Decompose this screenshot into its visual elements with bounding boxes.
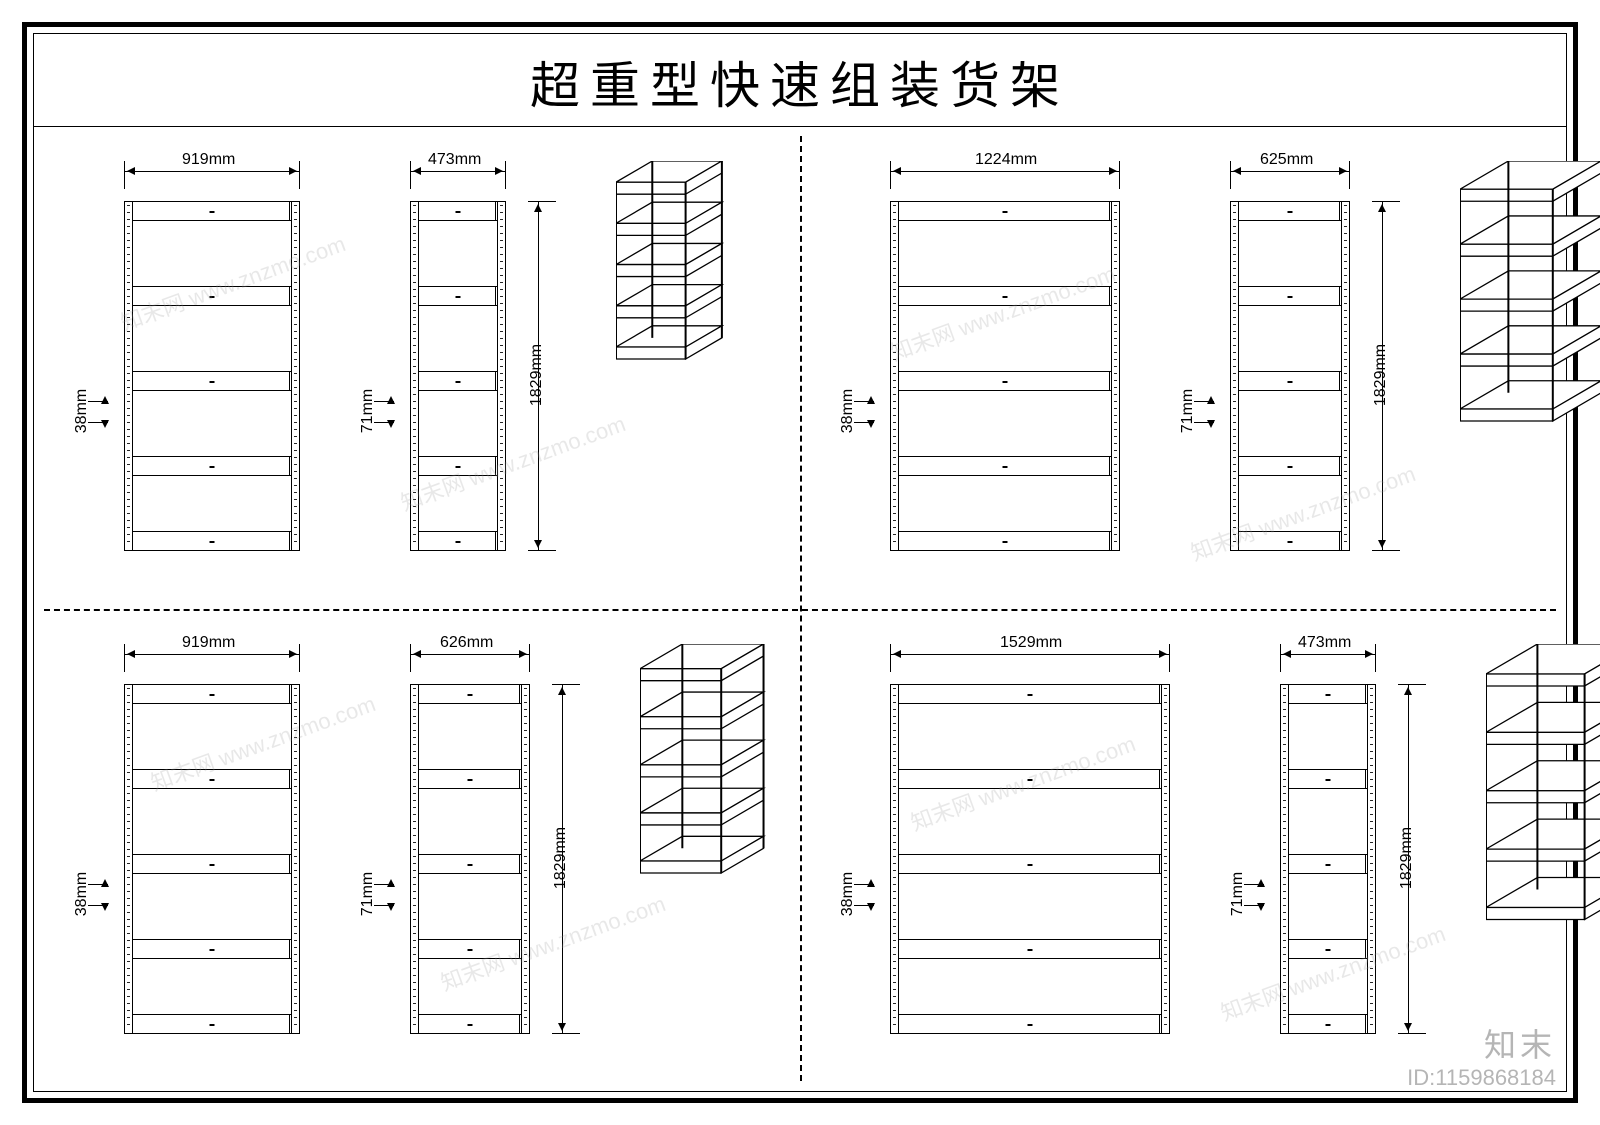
post-right [1367,684,1376,1034]
dimension-horizontal [124,654,300,655]
dimension-label: 473mm [428,151,481,169]
post-right [1111,201,1120,551]
dimension-label: 38mm [839,871,857,915]
dimension-label: 71mm [1179,389,1197,433]
content-area: 919mm 38mm 473mm 71mm 1829mm [34,126,1566,1091]
iso-view [616,161,724,363]
panel-bl: 919mm 38mm 626mm 71mm 1829mm [34,609,800,1092]
dimension-label: 1224mm [975,151,1037,169]
dimension-horizontal [124,171,300,172]
dimension-horizontal [1280,654,1376,655]
post-right [291,684,300,1034]
post-right [497,201,506,551]
dimension-horizontal [1230,171,1350,172]
dimension-label: 919mm [182,634,235,652]
side-elevation [410,201,506,551]
post-right [1341,201,1350,551]
post-right [1161,684,1170,1034]
dimension-label: 1829mm [1398,826,1416,888]
dimension-label: 919mm [182,151,235,169]
front-elevation [890,684,1170,1034]
side-elevation [410,684,530,1034]
dimension-horizontal [890,654,1170,655]
outer-frame: 超重型快速组装货架 919mm 38mm 473mm 71mm 1829mm [22,22,1578,1103]
side-elevation [1280,684,1376,1034]
iso-shelf-icon [1486,644,1600,924]
dimension-horizontal [890,171,1120,172]
side-elevation [1230,201,1350,551]
iso-view [1460,161,1600,425]
dimension-label: 71mm [359,871,377,915]
dimension-label: 71mm [1229,871,1247,915]
watermark-brand: 知末 [1407,1026,1556,1064]
iso-shelf-icon [640,644,766,877]
dimension-label: 1829mm [528,344,546,406]
dimension-label: 625mm [1260,151,1313,169]
dimension-horizontal [410,654,530,655]
dimension-label: 38mm [73,871,91,915]
post-right [291,201,300,551]
front-elevation [124,201,300,551]
dimension-label: 626mm [440,634,493,652]
iso-shelf-icon [1460,161,1600,425]
panel-br: 1529mm 38mm 473mm 71mm 1829mm [800,609,1566,1092]
post-right [521,684,530,1034]
dimension-label: 38mm [839,389,857,433]
dimension-label: 38mm [73,389,91,433]
panel-tl: 919mm 38mm 473mm 71mm 1829mm [34,126,800,609]
dimension-label: 1829mm [552,826,570,888]
watermark-id: ID:1159868184 [1407,1065,1556,1091]
dimension-label: 71mm [359,389,377,433]
dimension-label: 1529mm [1000,634,1062,652]
inner-frame: 超重型快速组装货架 919mm 38mm 473mm 71mm 1829mm [33,33,1567,1092]
front-elevation [124,684,300,1034]
dimension-label: 1829mm [1372,344,1390,406]
panel-tr: 1224mm 38mm 625mm 71mm 1829mm [800,126,1566,609]
iso-view [640,644,766,877]
dimension-label: 473mm [1298,634,1351,652]
iso-view [1486,644,1600,924]
watermark-brand-block: 知末 ID:1159868184 [1407,1026,1556,1091]
page-title: 超重型快速组装货架 [34,46,1566,128]
iso-shelf-icon [616,161,724,363]
front-elevation [890,201,1120,551]
dimension-horizontal [410,171,506,172]
